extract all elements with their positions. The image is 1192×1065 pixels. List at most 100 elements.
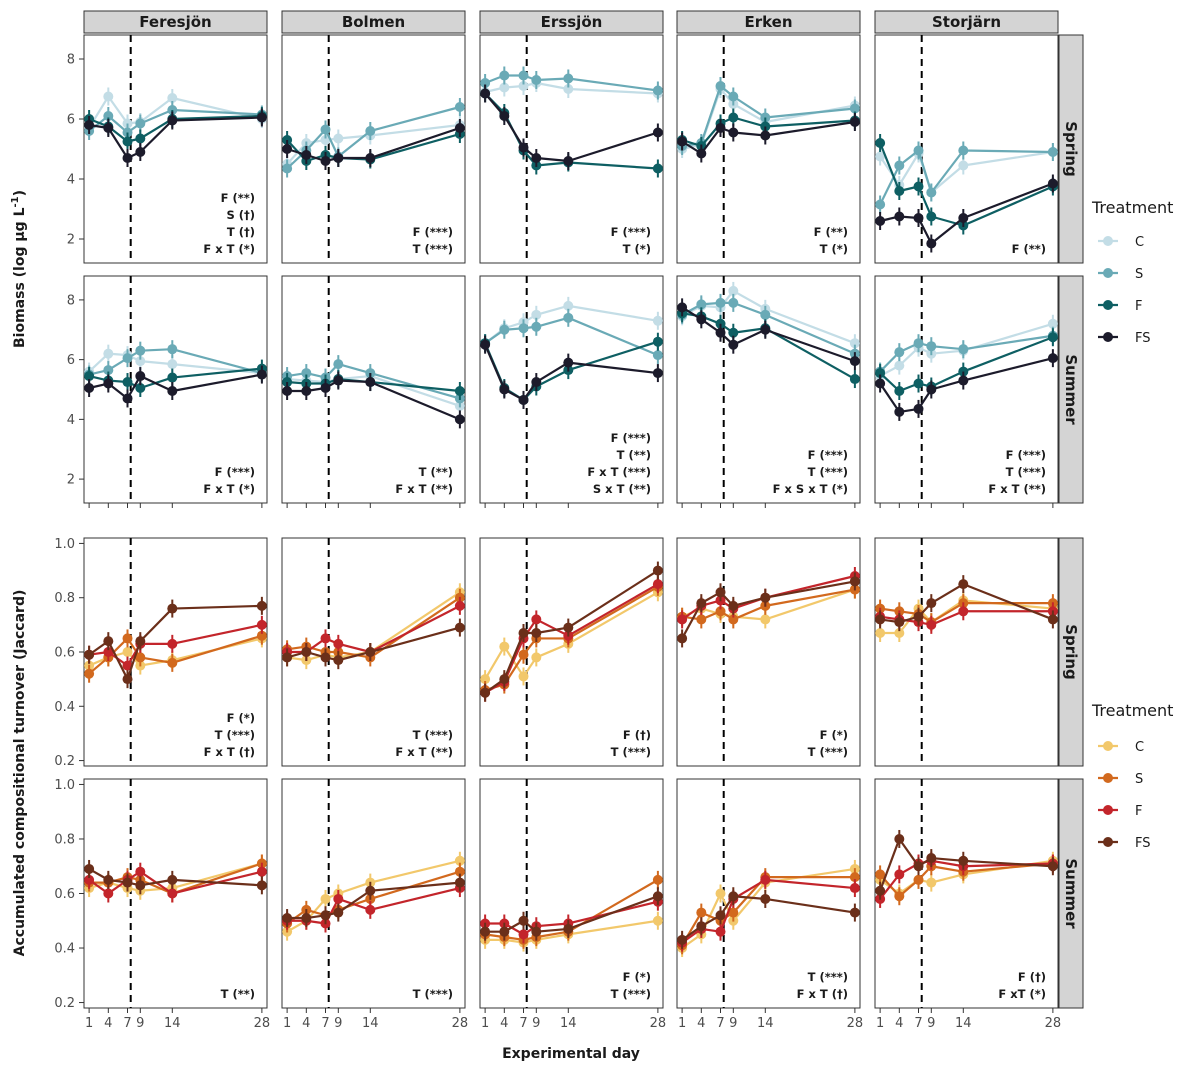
data-point-fs-day-4 [103, 378, 114, 389]
significance-label: F x T (**) [395, 482, 453, 496]
data-point-fs-day-1 [677, 302, 688, 313]
data-point-s-day-28 [849, 872, 860, 883]
data-point-s-day-4 [301, 368, 312, 379]
data-point-s-day-9 [135, 345, 146, 356]
x-tick-label: 14 [560, 1016, 577, 1031]
data-point-s-day-7 [913, 145, 924, 156]
x-tick-label: 28 [254, 1016, 271, 1031]
data-point-fs-day-4 [301, 913, 312, 924]
x-tick-label: 14 [955, 1016, 972, 1031]
data-point-s-day-4 [499, 70, 510, 81]
data-point-f-day-9 [926, 211, 937, 222]
significance-label: F x T (*) [203, 242, 255, 256]
data-point-c-day-28 [1047, 318, 1058, 329]
data-point-s-day-7 [715, 606, 726, 617]
data-point-c-day-28 [652, 315, 663, 326]
series-line-fs [879, 837, 1053, 892]
legend-title: Treatment [1091, 198, 1173, 217]
legend-label-s: S [1135, 772, 1143, 787]
data-point-fs-day-1 [84, 649, 95, 660]
data-point-f-day-14 [167, 638, 178, 649]
biomass-panel-bolmen-summer: T (**) F x T (**) [281, 275, 466, 504]
data-point-c-day-28 [652, 915, 663, 926]
data-point-fs-day-9 [531, 153, 542, 163]
data-point-c-day-7 [715, 888, 726, 899]
x-tick-label: 1 [678, 1016, 686, 1031]
series-line-fs [484, 344, 659, 402]
y-tick-label: 6 [67, 113, 75, 128]
data-point-fs-day-14 [563, 357, 574, 368]
x-tick-label: 9 [927, 1016, 935, 1031]
data-point-fs-day-28 [256, 880, 267, 891]
data-point-fs-day-4 [696, 148, 707, 159]
data-point-s-day-28 [652, 874, 663, 885]
series-line-c [484, 591, 659, 680]
data-point-f-day-9 [333, 638, 344, 649]
data-point-s-day-9 [135, 118, 146, 129]
data-point-s-day-4 [894, 347, 905, 358]
turnover-panel-storjarn-spring [874, 537, 1059, 767]
data-point-fs-day-7 [715, 587, 726, 598]
y-tick-label: 1.0 [54, 778, 75, 793]
legend-turnover: Treatment C S F FS [1091, 701, 1173, 851]
data-point-fs-day-4 [894, 211, 905, 222]
significance-label: T (***) [413, 728, 453, 742]
data-point-f-day-9 [333, 893, 344, 904]
significance-label: F x S x T (*) [773, 482, 848, 496]
legend-label-f: F [1135, 299, 1142, 314]
data-point-fs-day-14 [167, 115, 178, 126]
season-strip-summer [1058, 778, 1084, 1009]
biomass-panel-erken-summer: F (***) T (***) F x S x T (*) [676, 275, 861, 504]
data-point-fs-day-14 [958, 375, 969, 386]
data-point-fs-day-4 [103, 874, 114, 885]
data-point-fs-day-14 [167, 603, 178, 614]
data-point-fs-day-7 [715, 910, 726, 921]
data-point-fs-day-7 [122, 674, 133, 685]
significance-label: F (***) [413, 225, 453, 239]
data-point-f-day-14 [365, 904, 376, 915]
x-tick-label: 7 [519, 1016, 527, 1031]
data-point-fs-day-7 [320, 652, 331, 663]
axis-layer: 2 4 6 8 2 4 6 8 Biomass (log µg L-1) 0.2 0.4 0.6 0.8… [10, 53, 1061, 1063]
x-tick-label: 9 [334, 1016, 342, 1031]
data-point-s-day-7 [518, 323, 529, 334]
data-point-f-day-4 [894, 385, 905, 396]
significance-label: F (*) [227, 711, 255, 725]
legend-title: Treatment [1091, 701, 1173, 720]
data-point-fs-day-4 [894, 617, 905, 628]
data-point-f-day-4 [894, 186, 905, 196]
significance-label: F (***) [808, 448, 848, 462]
significance-label: F (**) [814, 225, 848, 239]
y-tick-label: 8 [67, 293, 75, 308]
data-point-fs-day-4 [301, 385, 312, 396]
data-point-fs-day-7 [320, 156, 331, 166]
data-point-s-day-9 [728, 907, 739, 918]
significance-label: T (***) [413, 242, 453, 256]
turnover-panel-erken-spring: F (*) T (***) [676, 537, 861, 767]
significance-label: T (†) [227, 225, 255, 239]
significance-label: T (*) [820, 242, 848, 256]
data-point-fs-day-14 [958, 579, 969, 590]
data-point-fs-day-28 [849, 576, 860, 587]
data-point-fs-day-28 [652, 127, 663, 138]
data-point-fs-day-1 [84, 383, 95, 394]
data-point-fs-day-28 [454, 622, 465, 633]
data-point-fs-day-4 [103, 636, 114, 647]
data-point-f-day-1 [84, 874, 95, 885]
data-point-c-day-9 [531, 309, 542, 320]
data-point-f-day-28 [256, 866, 267, 877]
data-point-c-day-4 [103, 91, 114, 102]
significance-label: F xT (*) [998, 987, 1046, 1001]
significance-label: F x T (***) [587, 465, 651, 479]
data-point-fs-day-28 [1047, 178, 1058, 189]
data-point-c-day-9 [333, 133, 344, 144]
data-point-fs-day-14 [760, 893, 771, 904]
data-point-fs-day-4 [696, 921, 707, 932]
data-point-s-day-1 [282, 163, 293, 174]
y-axis-title-turnover: Accumulated compositional turnover (Jacc… [12, 590, 28, 957]
y-tick-label: 1.0 [54, 537, 75, 552]
data-point-fs-day-14 [365, 647, 376, 657]
strip-storjarn [874, 10, 1059, 34]
data-point-f-day-28 [849, 374, 860, 385]
data-point-fs-day-4 [894, 406, 905, 417]
